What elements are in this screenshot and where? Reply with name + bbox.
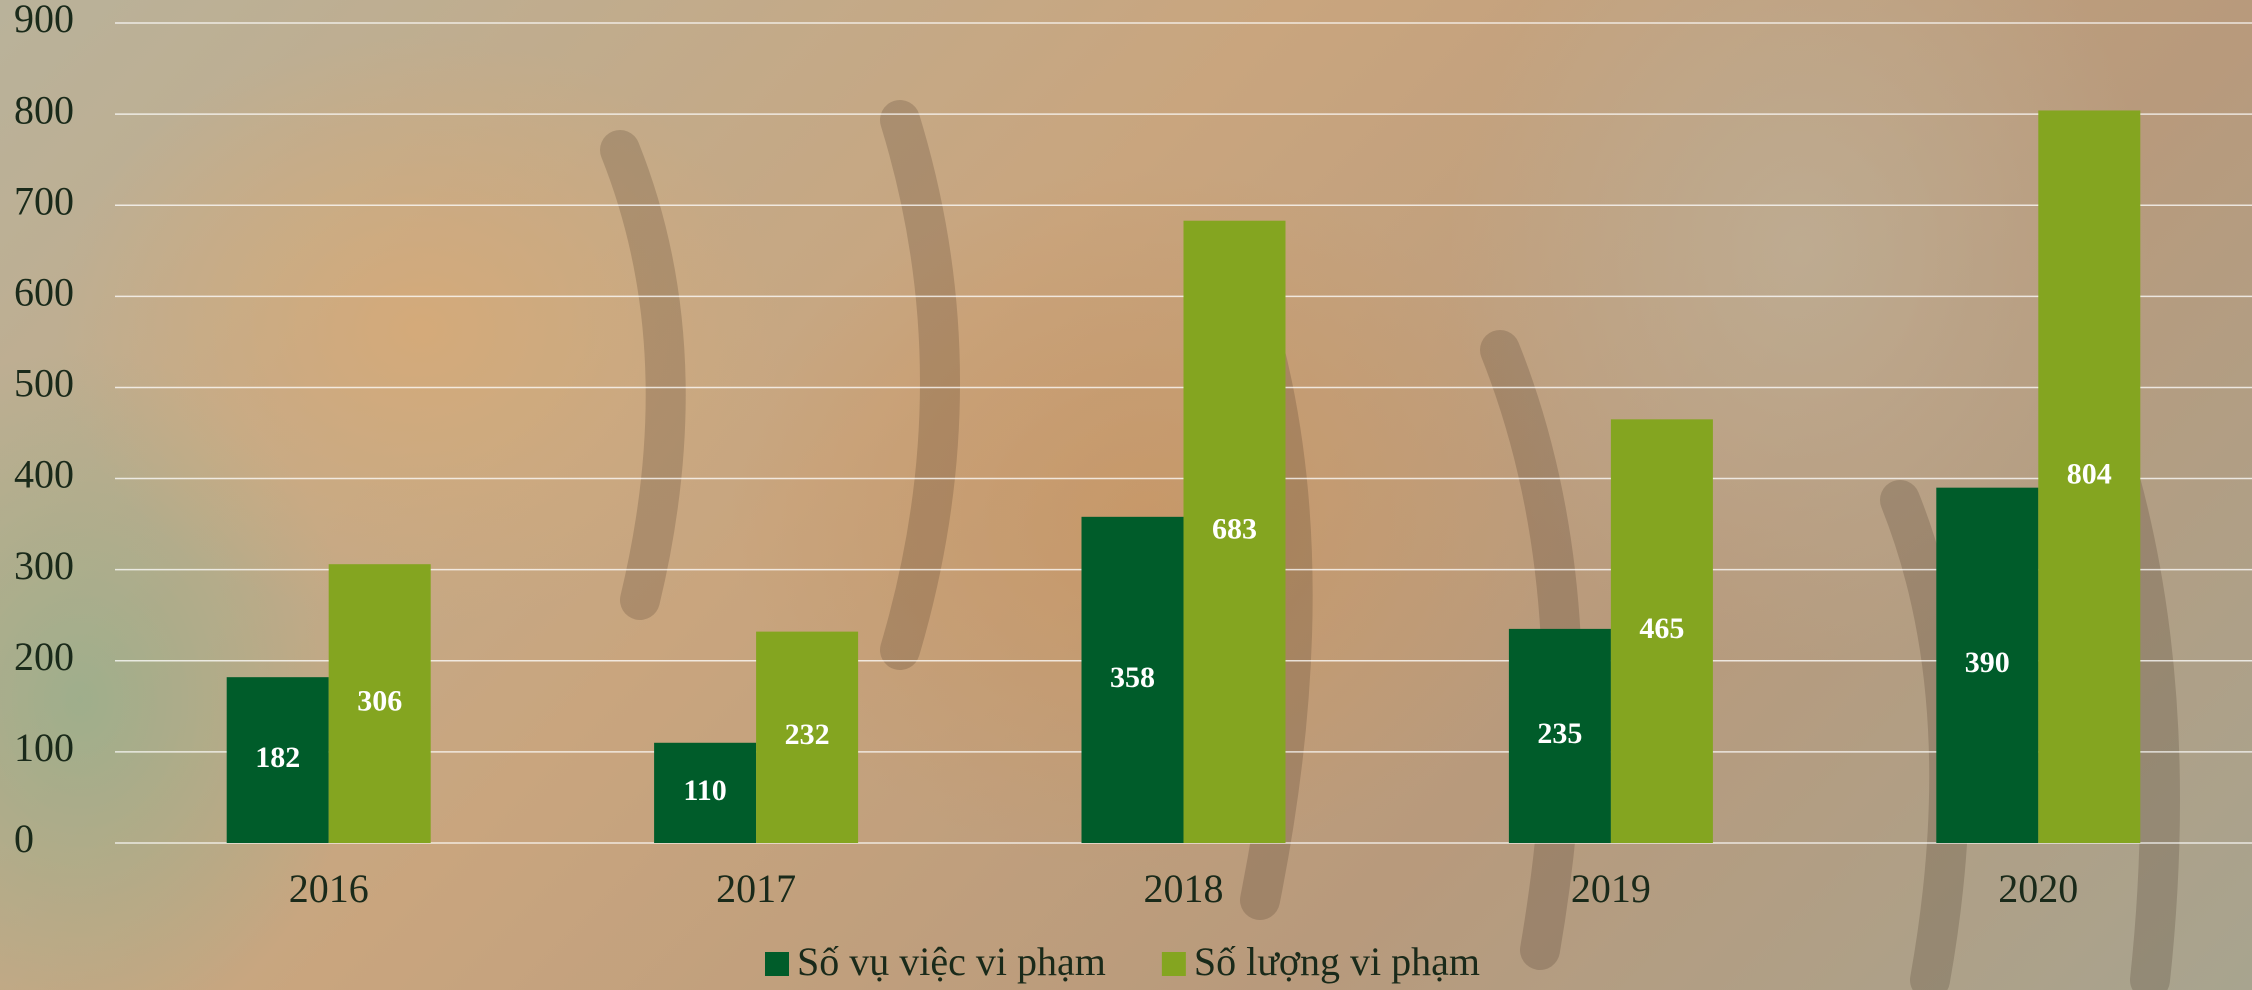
y-tick-label: 300	[14, 543, 74, 588]
data-label: 683	[1212, 513, 1257, 546]
data-label: 804	[2067, 458, 2112, 491]
x-tick-label: 2017	[716, 866, 796, 911]
data-label: 390	[1965, 646, 2010, 679]
y-tick-label: 400	[14, 452, 74, 497]
y-tick-label: 700	[14, 178, 74, 223]
y-tick-label: 0	[14, 816, 34, 861]
y-tick-label: 100	[14, 725, 74, 770]
y-tick-label: 600	[14, 270, 74, 315]
legend: Số vụ việc vi phạm Số lượng vi phạm	[765, 939, 1480, 984]
data-label: 232	[785, 718, 830, 751]
data-label: 465	[1639, 612, 1684, 645]
legend-swatch	[765, 952, 789, 976]
legend-label: Số vụ việc vi phạm	[797, 939, 1106, 984]
data-label: 182	[255, 741, 300, 774]
y-tick-label: 900	[14, 0, 74, 41]
x-tick-label: 2020	[1998, 866, 2078, 911]
legend-swatch	[1162, 952, 1186, 976]
y-tick-label: 800	[14, 87, 74, 132]
x-tick-label: 2019	[1571, 866, 1651, 911]
data-label: 306	[357, 684, 402, 717]
background-stripes	[620, 120, 2160, 980]
data-label: 358	[1110, 661, 1155, 694]
legend-label: Số lượng vi phạm	[1194, 939, 1480, 984]
data-label: 235	[1537, 717, 1582, 750]
x-tick-label: 2018	[1144, 866, 1224, 911]
y-tick-label: 500	[14, 361, 74, 406]
page: {"chart_data": {"type": "bar", "categori…	[0, 0, 2252, 990]
y-tick-label: 200	[14, 634, 74, 679]
chart: 0 100 200 300 400 500 600 700 800 900 2016 182 306 20…	[0, 0, 2252, 990]
x-tick-label: 2016	[289, 866, 369, 911]
data-label: 110	[683, 774, 726, 807]
